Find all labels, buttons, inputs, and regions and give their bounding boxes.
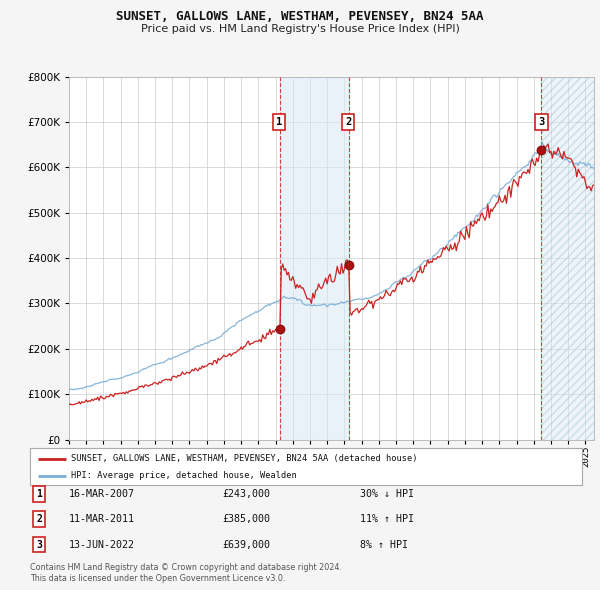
Text: 1: 1 — [276, 117, 282, 127]
Text: £639,000: £639,000 — [222, 540, 270, 549]
Text: 2: 2 — [345, 117, 351, 127]
Text: Price paid vs. HM Land Registry's House Price Index (HPI): Price paid vs. HM Land Registry's House … — [140, 24, 460, 34]
Bar — [280, 77, 349, 440]
Text: 1: 1 — [36, 489, 42, 499]
Text: 8% ↑ HPI: 8% ↑ HPI — [360, 540, 408, 549]
Text: £385,000: £385,000 — [222, 514, 270, 524]
Text: SUNSET, GALLOWS LANE, WESTHAM, PEVENSEY, BN24 5AA: SUNSET, GALLOWS LANE, WESTHAM, PEVENSEY,… — [116, 10, 484, 23]
Text: 2: 2 — [36, 514, 42, 524]
Text: SUNSET, GALLOWS LANE, WESTHAM, PEVENSEY, BN24 5AA (detached house): SUNSET, GALLOWS LANE, WESTHAM, PEVENSEY,… — [71, 454, 418, 463]
Text: 16-MAR-2007: 16-MAR-2007 — [69, 489, 135, 499]
Text: 13-JUN-2022: 13-JUN-2022 — [69, 540, 135, 549]
Text: 3: 3 — [36, 540, 42, 549]
Bar — [541, 77, 594, 440]
Text: Contains HM Land Registry data © Crown copyright and database right 2024.: Contains HM Land Registry data © Crown c… — [30, 563, 342, 572]
Text: 30% ↓ HPI: 30% ↓ HPI — [360, 489, 414, 499]
Bar — [541, 77, 594, 440]
Text: HPI: Average price, detached house, Wealden: HPI: Average price, detached house, Weal… — [71, 471, 297, 480]
Text: 3: 3 — [538, 117, 545, 127]
Text: This data is licensed under the Open Government Licence v3.0.: This data is licensed under the Open Gov… — [30, 574, 286, 583]
Text: 11% ↑ HPI: 11% ↑ HPI — [360, 514, 414, 524]
Text: £243,000: £243,000 — [222, 489, 270, 499]
Text: 11-MAR-2011: 11-MAR-2011 — [69, 514, 135, 524]
